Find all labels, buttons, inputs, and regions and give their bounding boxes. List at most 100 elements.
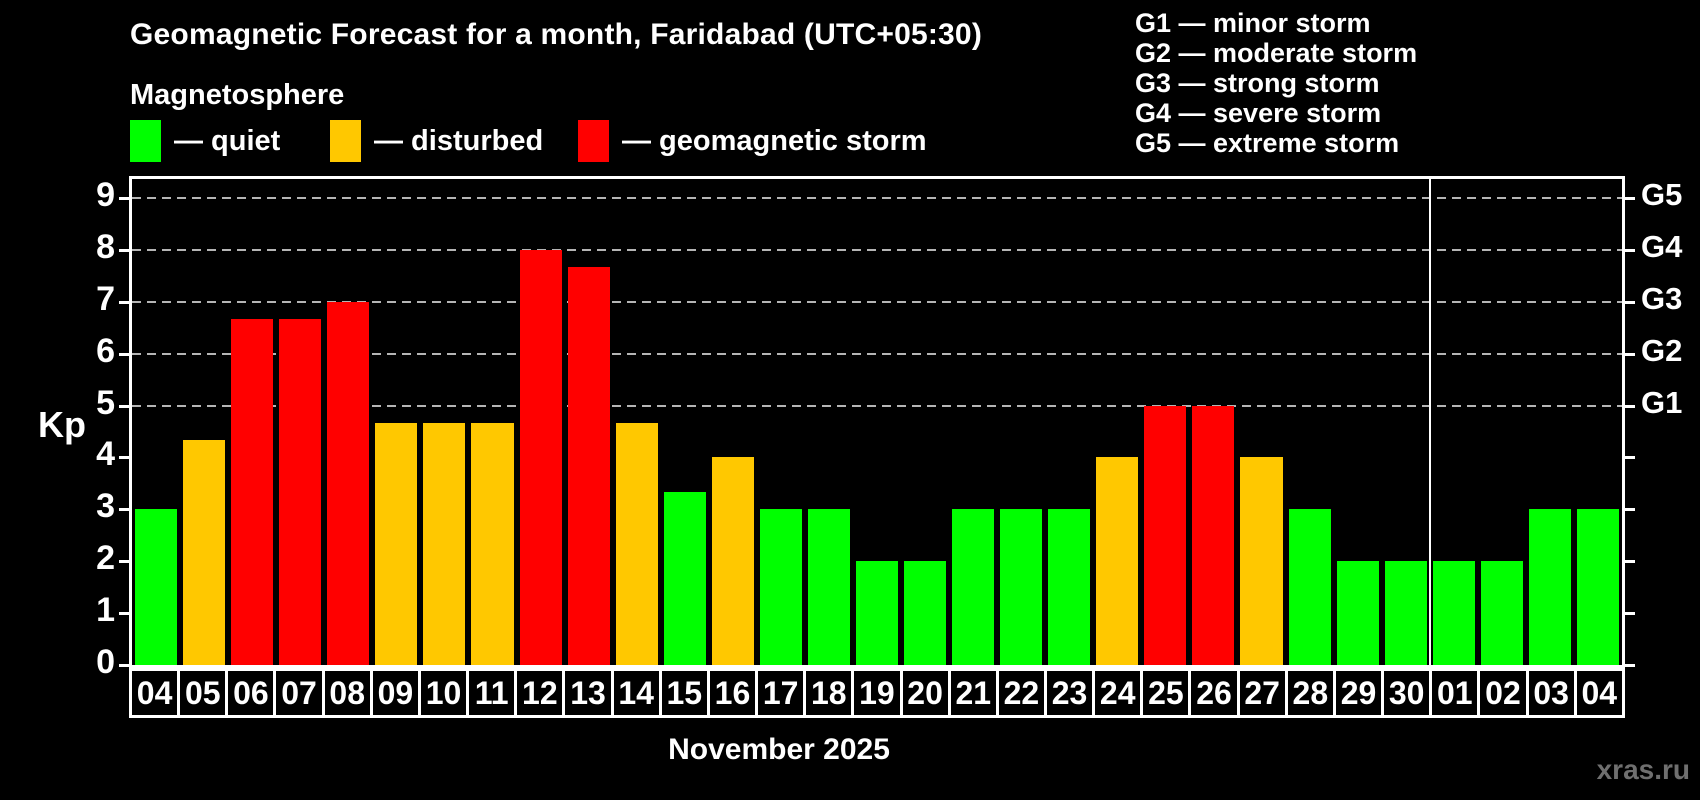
- gridline-kp5: [132, 404, 1622, 407]
- kp-bar-day-12: [519, 249, 562, 665]
- day-label-cell-12: 16: [706, 668, 759, 718]
- g-scale-item-2: G2 — moderate storm: [1135, 38, 1418, 68]
- day-label-cell-27: 01: [1429, 668, 1481, 718]
- right-axis-g-label-G3: G3: [1641, 280, 1683, 316]
- kp-bar-day-22: [1000, 509, 1043, 665]
- day-label-cell-6: 10: [417, 668, 470, 718]
- y-axis-tick-label-2: 2: [96, 539, 115, 578]
- kp-bar-day-26: [1192, 405, 1235, 665]
- kp-bar-day-02: [1480, 561, 1523, 665]
- y-axis-tick-left-6: [119, 352, 132, 356]
- y-axis-title: Kp: [38, 404, 86, 445]
- day-label-cell-30: 04: [1573, 668, 1625, 718]
- kp-bar-day-30: [1384, 561, 1427, 665]
- legend-label-storm: — geomagnetic storm: [622, 124, 927, 157]
- y-axis-tick-label-3: 3: [96, 487, 115, 526]
- y-axis-tick-left-5: [119, 404, 132, 408]
- kp-bar-day-25: [1144, 405, 1187, 665]
- day-label-cell-23: 27: [1236, 668, 1288, 718]
- y-axis-tick-left-2: [119, 560, 132, 564]
- gridline-kp6: [132, 352, 1622, 355]
- gridline-kp7: [132, 300, 1622, 303]
- kp-bar-day-03: [1528, 509, 1571, 665]
- right-axis-g-label-G2: G2: [1641, 332, 1683, 368]
- y-axis-tick-label-0: 0: [96, 643, 115, 681]
- page-title: Geomagnetic Forecast for a month, Farida…: [130, 18, 983, 51]
- kp-bar-day-04: [1576, 509, 1619, 665]
- y-axis-tick-left-7: [119, 300, 132, 304]
- g-scale-item-3: G3 — strong storm: [1135, 68, 1380, 98]
- y-axis-tick-right-7: [1622, 300, 1635, 304]
- kp-bar-day-21: [952, 509, 995, 665]
- kp-bar-day-06: [231, 318, 274, 665]
- day-label-cell-29: 03: [1525, 668, 1577, 718]
- y-axis-tick-right-5: [1622, 404, 1635, 408]
- y-axis-tick-label-5: 5: [96, 383, 115, 422]
- kp-bar-day-19: [855, 561, 899, 665]
- day-axis: 04 05 06 07 08 09 10 11 12 13 14 15 16 17 18 19 20 21 22 23…: [129, 668, 1625, 718]
- y-axis-tick-label-6: 6: [96, 331, 115, 370]
- day-label-cell-7: 11: [466, 668, 518, 718]
- right-axis-g-label-G5: G5: [1641, 177, 1683, 212]
- month-label: November 2025: [668, 733, 890, 766]
- y-axis-tick-label-9: 9: [96, 176, 115, 214]
- y-axis-tick-right-3: [1622, 508, 1635, 512]
- y-axis-tick-right-4: [1622, 456, 1635, 460]
- kp-bar-day-29: [1336, 561, 1379, 665]
- day-label-cell-25: 29: [1332, 668, 1385, 718]
- day-label-cell-13: 17: [755, 668, 807, 718]
- y-axis-tick-right-9: [1622, 197, 1635, 200]
- y-axis-tick-right-2: [1622, 560, 1635, 564]
- day-label-cell-28: 02: [1477, 668, 1529, 718]
- gridline-kp9: [132, 197, 1622, 199]
- day-label-cell-0: 04: [129, 668, 181, 718]
- kp-bar-day-28: [1288, 509, 1331, 665]
- g-scale-legend: G1 — minor storm G2 — moderate storm G3 — …: [1135, 8, 1417, 158]
- kp-bar-day-14: [615, 422, 658, 665]
- kp-bar-day-20: [904, 561, 947, 665]
- kp-bar-day-15: [663, 492, 706, 665]
- y-axis-tick-right-1: [1622, 612, 1635, 616]
- day-label-cell-4: 08: [321, 668, 373, 718]
- day-label-cell-17: 21: [947, 668, 999, 718]
- day-label-cell-14: 18: [803, 668, 855, 718]
- legend-swatch-disturbed: [330, 120, 361, 162]
- legend-item-quiet: — quiet: [130, 119, 280, 163]
- day-label-cell-24: 28: [1284, 668, 1336, 718]
- y-axis-tick-left-9: [119, 197, 132, 200]
- kp-bar-day-17: [759, 509, 802, 665]
- kp-bar-day-11: [471, 422, 514, 665]
- plot-area: [129, 176, 1625, 668]
- gridline-kp8: [132, 248, 1622, 251]
- day-label-cell-5: 09: [369, 668, 421, 718]
- day-label-cell-20: 24: [1092, 668, 1144, 718]
- y-axis-tick-right-8: [1622, 248, 1635, 252]
- g-scale-item-5: G5 — extreme storm: [1135, 128, 1400, 158]
- legend-label-disturbed: — disturbed: [374, 124, 544, 157]
- day-label-cell-8: 12: [514, 668, 566, 718]
- kp-bar-day-18: [807, 509, 850, 665]
- legend-label-quiet: — quiet: [174, 124, 281, 157]
- g-scale-item-1: G1 — minor storm: [1135, 8, 1371, 38]
- day-label-cell-3: 07: [273, 668, 325, 718]
- kp-bar-day-04: [135, 509, 178, 665]
- kp-bar-day-23: [1048, 509, 1091, 665]
- day-label-cell-15: 19: [851, 668, 903, 718]
- watermark: xras.ru: [1596, 754, 1690, 785]
- chart-subtitle: Magnetosphere: [130, 79, 345, 111]
- kp-bar-day-09: [375, 422, 418, 665]
- day-label-cell-9: 13: [562, 668, 614, 718]
- y-axis-tick-label-1: 1: [96, 591, 115, 630]
- kp-bar-day-16: [711, 457, 754, 665]
- y-axis-tick-label-7: 7: [96, 279, 115, 318]
- day-label-cell-1: 05: [177, 668, 229, 718]
- legend-swatch-storm: [578, 120, 609, 162]
- day-label-cell-16: 20: [899, 668, 951, 718]
- kp-bar-day-01: [1432, 561, 1475, 665]
- day-label-cell-22: 26: [1188, 668, 1240, 718]
- kp-bar-day-05: [183, 440, 226, 665]
- y-axis-tick-left-4: [119, 456, 132, 460]
- y-axis-tick-left-3: [119, 508, 132, 512]
- y-axis-tick-left-0: [119, 664, 132, 667]
